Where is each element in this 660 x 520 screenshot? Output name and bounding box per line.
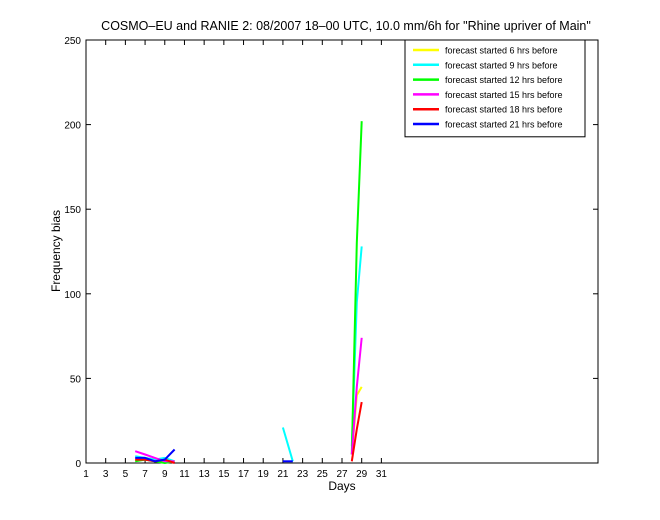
y-axis-label: Frequency bias bbox=[49, 210, 63, 292]
y-tick-label: 100 bbox=[64, 290, 81, 301]
legend-label: forecast started 12 hrs before bbox=[445, 75, 563, 85]
legend-entry: forecast started 9 hrs before bbox=[413, 60, 558, 70]
legend-label: forecast started 9 hrs before bbox=[445, 60, 558, 70]
y-tick-label: 150 bbox=[64, 205, 81, 216]
x-tick-label: 31 bbox=[376, 469, 388, 480]
legend-entry: forecast started 15 hrs before bbox=[413, 90, 563, 100]
legend-label: forecast started 21 hrs before bbox=[445, 120, 563, 130]
series-line bbox=[350, 401, 363, 462]
x-tick-label: 15 bbox=[218, 469, 230, 480]
y-tick-label: 200 bbox=[64, 121, 81, 132]
legend-entry: forecast started 12 hrs before bbox=[413, 75, 563, 85]
x-axis: 1 3 5 7 9 11 13 15 17 19 21 23 25 27 29 31 bbox=[83, 40, 387, 480]
y-tick-label: 0 bbox=[75, 459, 81, 470]
x-axis-label: Days bbox=[328, 479, 355, 493]
y-tick-label: 50 bbox=[70, 374, 82, 385]
legend-label: forecast started 6 hrs before bbox=[445, 46, 558, 56]
series-line bbox=[135, 448, 176, 463]
legend-entry: forecast started 18 hrs before bbox=[413, 105, 563, 115]
x-tick-label: 13 bbox=[199, 469, 211, 480]
legend: forecast started 6 hrs before forecast st… bbox=[404, 39, 586, 138]
x-tick-label: 19 bbox=[258, 469, 270, 480]
legend-entry: forecast started 21 hrs before bbox=[413, 120, 563, 130]
y-axis: 0 50 100 150 200 250 bbox=[64, 36, 598, 470]
x-tick-label: 29 bbox=[356, 469, 368, 480]
x-tick-label: 7 bbox=[142, 469, 148, 480]
chart-title: COSMO–EU and RANIE 2: 08/2007 18–00 UTC,… bbox=[101, 19, 591, 33]
y-tick-label: 250 bbox=[64, 36, 81, 47]
x-tick-label: 25 bbox=[317, 469, 329, 480]
legend-label: forecast started 15 hrs before bbox=[445, 90, 563, 100]
series-line bbox=[281, 427, 294, 462]
series-line bbox=[350, 121, 363, 455]
series-layer bbox=[134, 121, 363, 464]
x-tick-label: 21 bbox=[277, 469, 289, 480]
x-tick-label: 5 bbox=[123, 469, 129, 480]
x-tick-label: 9 bbox=[162, 469, 168, 480]
legend-label: forecast started 18 hrs before bbox=[445, 105, 563, 115]
x-tick-label: 1 bbox=[83, 469, 89, 480]
legend-entry: forecast started 6 hrs before bbox=[413, 46, 558, 56]
x-tick-label: 3 bbox=[103, 469, 109, 480]
x-tick-label: 27 bbox=[336, 469, 348, 480]
series-6 bbox=[135, 448, 293, 463]
legend-box bbox=[404, 39, 586, 138]
x-tick-label: 17 bbox=[238, 469, 250, 480]
x-tick-label: 23 bbox=[297, 469, 309, 480]
x-tick-label: 11 bbox=[179, 469, 190, 480]
series-line bbox=[350, 337, 363, 455]
